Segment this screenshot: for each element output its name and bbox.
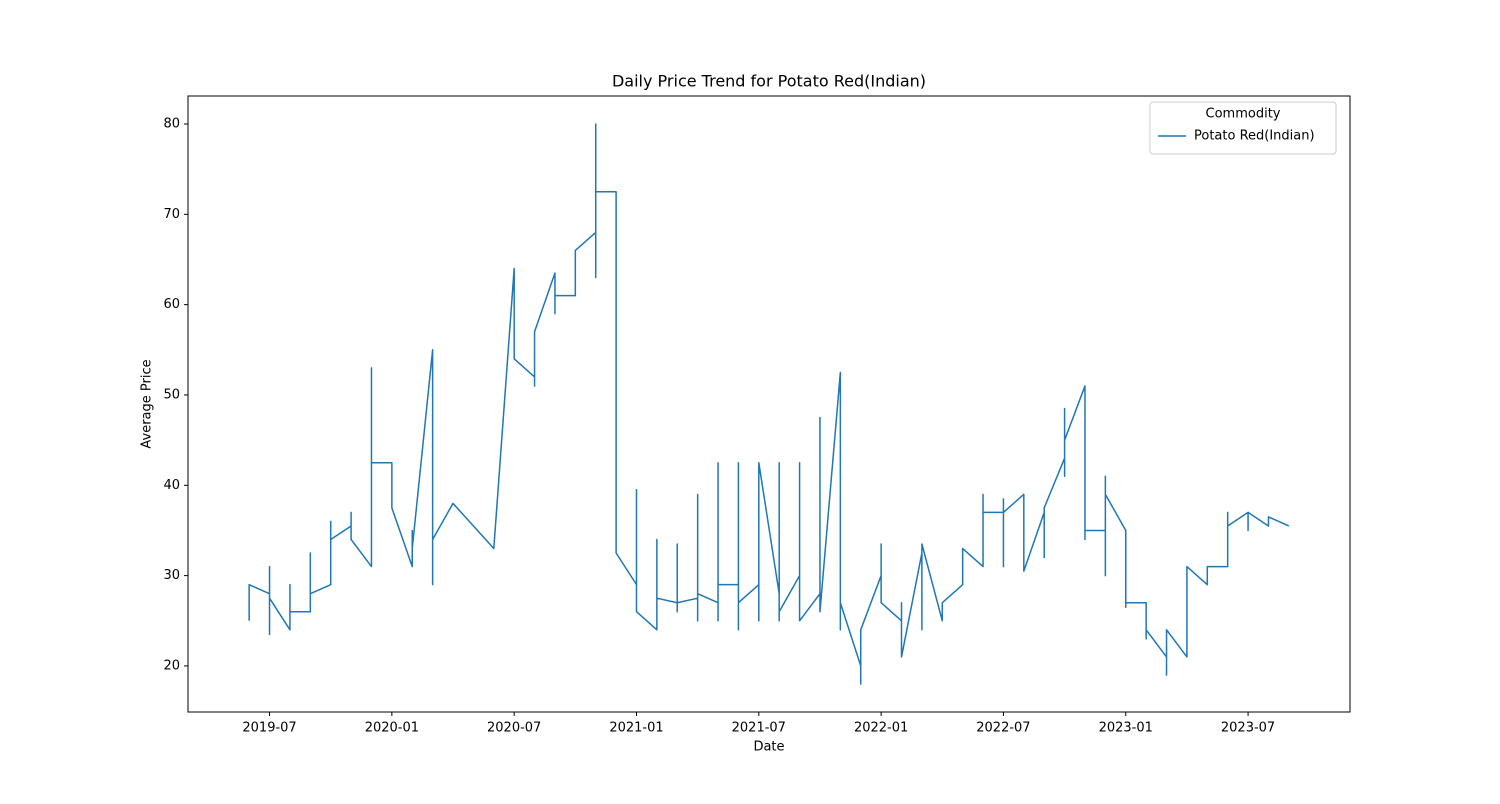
x-tick-label: 2020-01 — [365, 721, 419, 736]
x-tick-label: 2022-07 — [976, 721, 1030, 736]
x-tick-label: 2019-07 — [242, 721, 296, 736]
y-tick-label: 40 — [163, 478, 180, 493]
x-axis-label: Date — [753, 740, 784, 755]
x-tick-label: 2020-07 — [487, 721, 541, 736]
x-tick-label: 2023-01 — [1099, 721, 1153, 736]
y-tick-label: 60 — [163, 297, 180, 312]
x-tick-label: 2022-01 — [854, 721, 908, 736]
line-series — [248, 123, 1290, 685]
plot-frame — [187, 95, 1351, 713]
y-tick-label: 20 — [163, 658, 180, 673]
x-tick-label: 2021-07 — [732, 721, 786, 736]
legend: Commodity Potato Red(Indian) — [1149, 101, 1337, 155]
y-tick-label: 70 — [163, 207, 180, 222]
legend-box — [1149, 101, 1337, 155]
chart-title: Daily Price Trend for Potato Red(Indian) — [612, 72, 926, 91]
y-tick-label: 50 — [163, 387, 180, 402]
x-tick-label: 2023-07 — [1221, 721, 1275, 736]
legend-label: Potato Red(Indian) — [1194, 129, 1315, 144]
x-tick-label: 2021-01 — [609, 721, 663, 736]
legend-title: Commodity — [1206, 107, 1281, 122]
y-tick-label: 30 — [163, 568, 180, 583]
y-axis-label: Average Price — [140, 359, 155, 448]
y-tick-label: 80 — [163, 117, 180, 132]
